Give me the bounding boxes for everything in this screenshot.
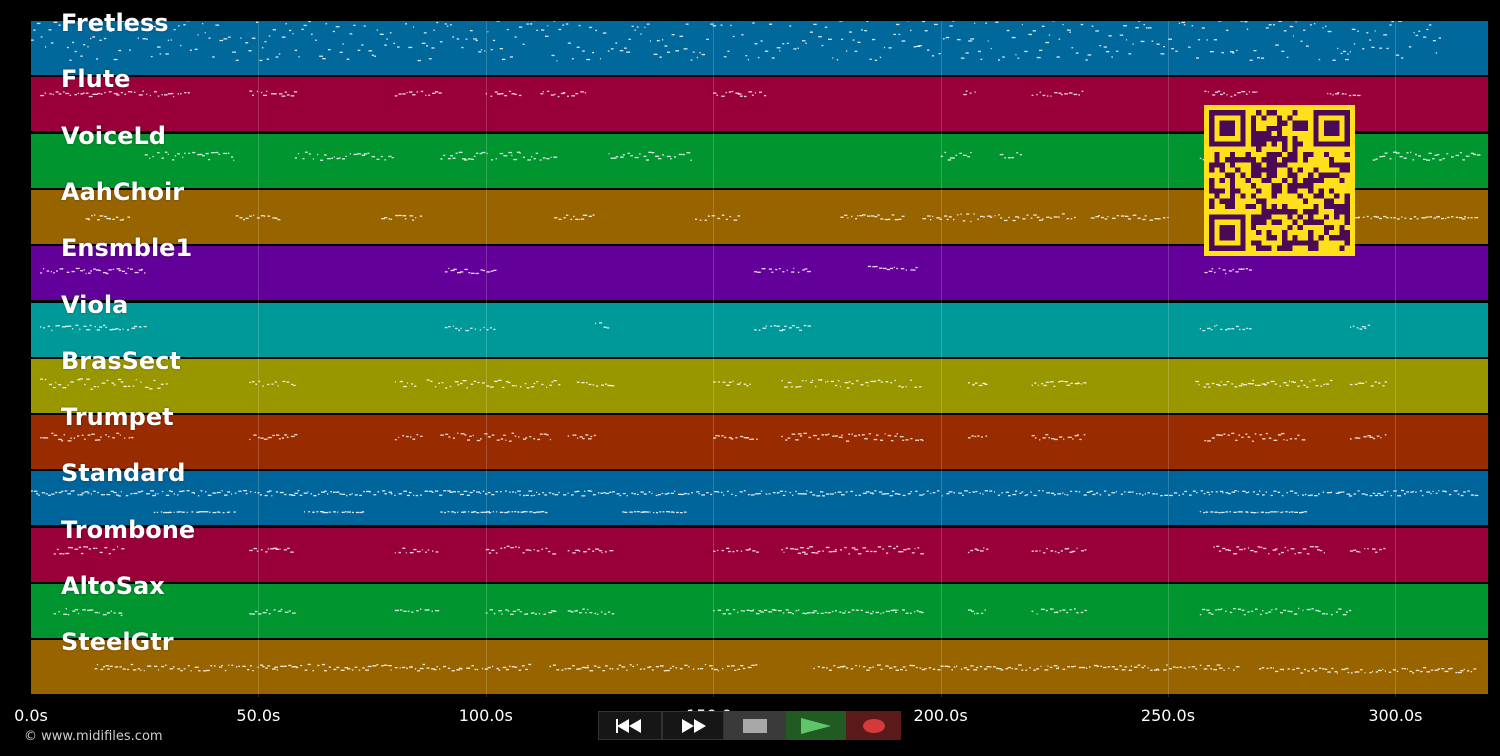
note-marks	[40, 432, 1387, 442]
grid-line	[1395, 21, 1397, 697]
track-standard[interactable]	[31, 471, 1488, 526]
note-marks	[40, 378, 1387, 390]
grid-line	[1168, 21, 1169, 697]
time-tick-label: 50.0s	[236, 706, 281, 725]
track-trombone[interactable]	[31, 527, 1488, 582]
record-button[interactable]	[846, 711, 901, 740]
note-marks	[40, 321, 1370, 331]
track-area: Fretless Flute VoiceLd AahChoir Ensmble1 Viol…	[31, 11, 1488, 697]
time-tick-label: 250.0s	[1140, 706, 1196, 725]
stop-button[interactable]	[724, 711, 786, 740]
time-tick-label: 200.0s	[913, 706, 968, 725]
track-trumpet[interactable]	[31, 415, 1488, 470]
note-marks	[40, 90, 1361, 98]
note-marks	[31, 490, 1479, 514]
track-brassect[interactable]	[31, 358, 1488, 413]
time-tick-label: 300.0s	[1368, 706, 1423, 725]
grid-line	[940, 21, 942, 697]
track-steelgtr[interactable]	[31, 640, 1488, 695]
grid-line	[713, 21, 715, 697]
transport-controls	[598, 711, 901, 740]
time-tick-label: 100.0s	[458, 706, 513, 725]
note-marks	[53, 545, 1386, 555]
note-marks	[40, 265, 1252, 275]
track-altosax[interactable]	[31, 584, 1488, 638]
rewind-icon	[616, 718, 641, 733]
track-fretless[interactable]	[31, 21, 1488, 75]
copyright-text: © www.midifiles.com	[24, 729, 163, 744]
rewind-button[interactable]	[598, 711, 662, 740]
note-marks	[85, 213, 1479, 222]
qr-code	[1204, 105, 1355, 256]
record-icon	[862, 718, 885, 733]
grid-line	[485, 21, 487, 697]
play-button[interactable]	[786, 711, 846, 740]
note-marks	[94, 664, 1477, 674]
play-icon	[801, 717, 831, 734]
fast-forward-icon	[682, 718, 706, 733]
track-viola[interactable]	[31, 302, 1488, 357]
note-marks	[53, 607, 1352, 617]
fast-forward-button[interactable]	[662, 711, 724, 740]
grid-line	[258, 21, 260, 697]
stop-icon	[743, 718, 767, 733]
time-tick-label: 0.0s	[14, 706, 48, 725]
note-marks	[31, 21, 1441, 62]
